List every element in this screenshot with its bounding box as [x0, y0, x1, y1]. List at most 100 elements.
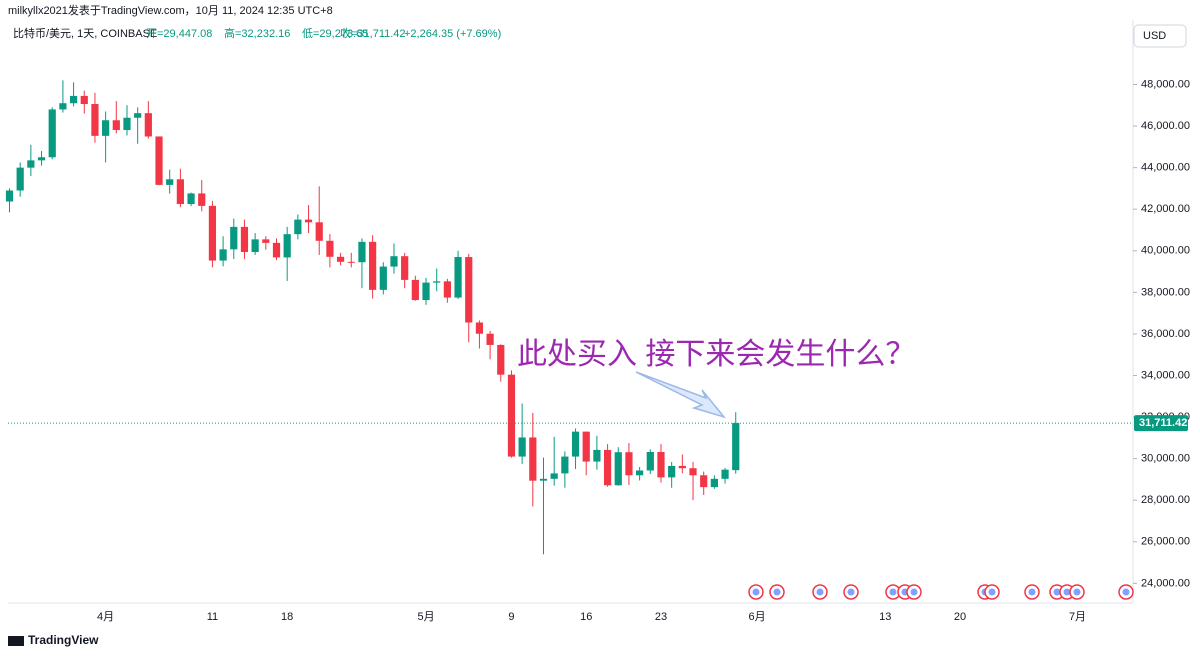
x-tick-label: 23 [655, 611, 667, 623]
x-tick-label: 5月 [417, 611, 434, 623]
x-tick-label: 18 [281, 611, 293, 623]
candle-body [326, 240, 334, 257]
x-tick-label: 13 [879, 611, 891, 623]
candle-body [507, 374, 516, 457]
candle-body [144, 113, 152, 137]
candle-body [240, 226, 249, 253]
candle-body [102, 120, 110, 136]
candle-body [625, 452, 633, 476]
candle-body [134, 113, 142, 118]
legend-low: 低=29,273.65 [302, 27, 368, 40]
candle-body [529, 437, 537, 481]
candle-body [208, 205, 217, 261]
last-price-label: 31,711.42 [1139, 417, 1187, 429]
last-price-box [1134, 415, 1188, 432]
x-tick-label: 7月 [1069, 611, 1086, 623]
candle-body [518, 437, 526, 457]
y-tick-label: 42,000.00 [1141, 203, 1190, 215]
x-tick-label: 6月 [749, 611, 766, 623]
candle-body [721, 469, 729, 479]
legend-close: 收=31,711.42 [340, 26, 406, 40]
candle-body [283, 234, 291, 258]
legend-change: +2,264.35 (+7.69%) [404, 28, 501, 40]
candle-body [59, 103, 67, 110]
candle-body [358, 241, 366, 263]
candle-body [336, 256, 345, 262]
event-icon-inner [752, 588, 760, 596]
event-icon-inner [847, 588, 855, 596]
candle-body [411, 279, 419, 301]
candle-body [636, 470, 644, 476]
candle-body [433, 281, 441, 283]
y-tick-label: 24,000.00 [1141, 577, 1190, 589]
candle-body [272, 242, 281, 258]
candle-body [198, 193, 206, 206]
event-icon-inner [773, 588, 781, 596]
candle-body [347, 261, 355, 263]
event-icon-inner [816, 588, 824, 596]
candle-body [475, 322, 484, 334]
candle-body [315, 222, 323, 241]
candle-body [112, 120, 120, 131]
candle-body [379, 266, 387, 290]
candle-body [155, 136, 163, 185]
event-icon-inner [910, 588, 918, 596]
candle-body [422, 282, 430, 301]
legend-high: 高=32,232.16 [224, 26, 290, 40]
currency-button[interactable] [1133, 24, 1187, 48]
candle-body [732, 423, 740, 471]
candle-body [700, 475, 708, 488]
candle-body [539, 478, 548, 481]
candle-body [646, 452, 654, 471]
legend-open: 开=29,447.08 [146, 28, 212, 40]
x-tick-label: 4月 [97, 611, 114, 623]
candle-body [454, 257, 462, 298]
candle-body [294, 219, 302, 235]
candle-body [123, 117, 131, 131]
candle-body [593, 449, 601, 462]
candle-body [465, 257, 473, 323]
candle-body [582, 431, 590, 462]
candle-body [678, 465, 686, 469]
y-tick-label: 26,000.00 [1141, 536, 1190, 548]
x-tick-label: 11 [207, 611, 218, 623]
candle-body [16, 167, 24, 191]
candle-body [27, 160, 35, 168]
brand-logo [8, 636, 24, 646]
y-tick-label: 44,000.00 [1141, 162, 1190, 174]
byline: milkyllx2021发表于TradingView.com，10月 11, 2… [8, 3, 333, 17]
candle-body [37, 157, 46, 161]
candle-body [230, 226, 238, 250]
event-icon-inner [889, 588, 897, 596]
y-tick-label: 48,000.00 [1141, 78, 1190, 90]
y-tick-label: 28,000.00 [1141, 494, 1190, 506]
candle-body [668, 465, 676, 478]
candle-body [48, 109, 56, 158]
event-icon-inner [1053, 588, 1061, 596]
candle-body [187, 193, 195, 205]
event-icon-inner [1028, 588, 1036, 596]
candle-body [69, 95, 78, 104]
event-icon-inner [1063, 588, 1071, 596]
candle-body [262, 239, 270, 243]
candle-body [443, 281, 451, 298]
event-icon-inner [1122, 588, 1130, 596]
y-tick-label: 38,000.00 [1141, 286, 1190, 298]
x-tick-label: 20 [954, 611, 966, 623]
candle-body [369, 241, 377, 290]
x-tick-label: 16 [580, 611, 592, 623]
candle-body [166, 179, 174, 185]
event-icon-inner [988, 588, 996, 596]
y-tick-label: 40,000.00 [1141, 245, 1190, 257]
candle-body [80, 95, 88, 105]
candle-body [603, 449, 612, 486]
currency[interactable]: USD [1143, 30, 1166, 42]
candle-body [304, 219, 313, 223]
candle-body [561, 456, 569, 474]
candle-body [689, 468, 697, 476]
candle-body [486, 333, 494, 345]
candle-body [91, 104, 99, 136]
candle-body [550, 473, 558, 479]
